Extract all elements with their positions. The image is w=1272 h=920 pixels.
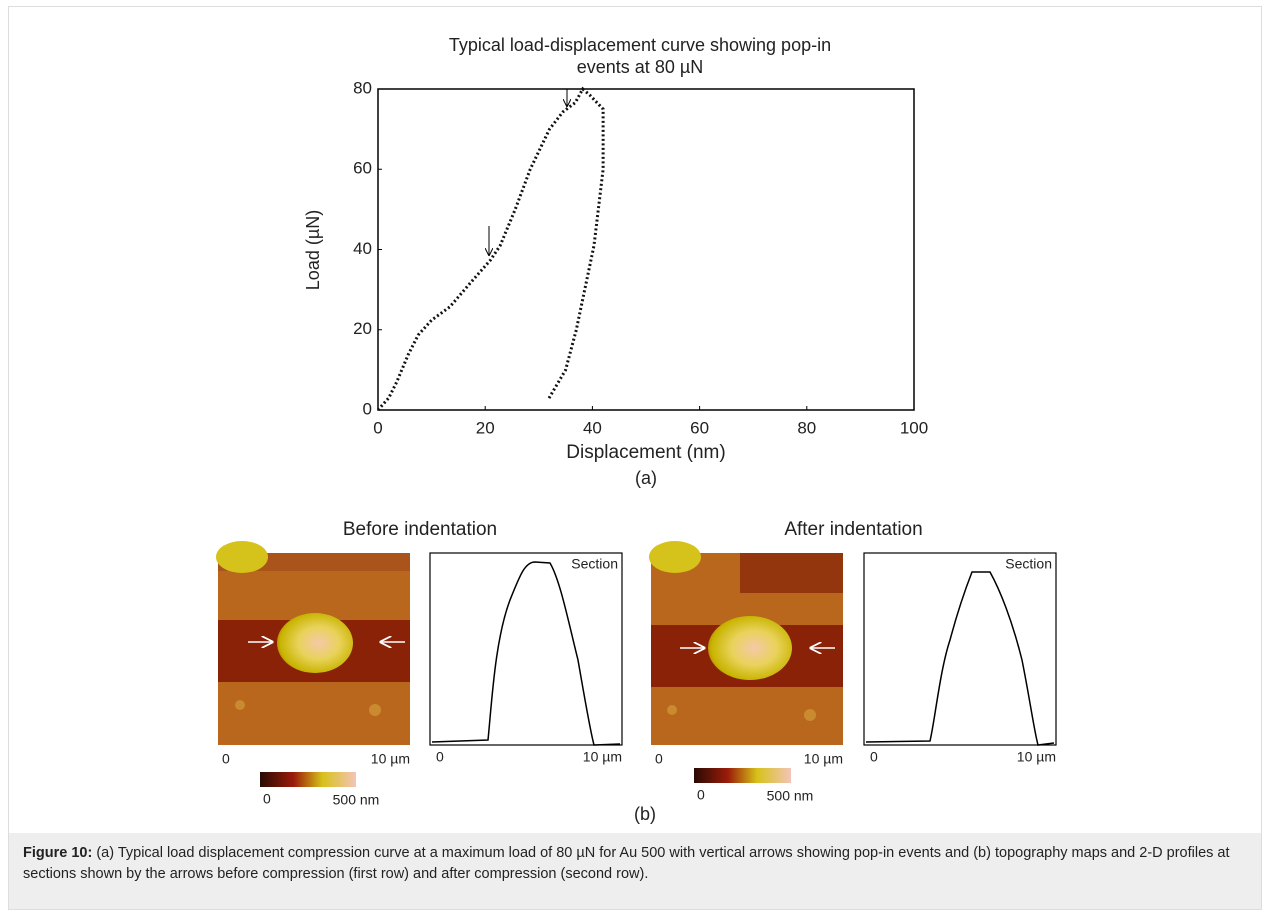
figure-frame (8, 6, 1262, 910)
scale-label: 0 (222, 751, 230, 767)
panel-label: (b) (634, 804, 656, 824)
colorbar-label: 0 (263, 791, 271, 807)
colorbar-label: 500 nm (333, 792, 380, 808)
section-label: Section (571, 556, 618, 572)
afm-map (216, 541, 410, 745)
y-tick-label: 0 (363, 399, 372, 418)
load-curve (376, 86, 605, 411)
x-tick-label: 0 (373, 418, 382, 437)
y-tick-label: 60 (353, 159, 372, 178)
plot-frame (377, 88, 915, 411)
scale-label: 0 (436, 749, 444, 765)
figure: Displacement (nm) Load (µN) (a) 0 20 40 60 8… (216, 78, 1057, 824)
colorbar-label: 0 (697, 787, 705, 803)
panel-title: Before indentation (343, 519, 497, 540)
scale-label: 10 µm (371, 751, 410, 767)
caption: Figure 10: (a) Typical load displacement… (9, 833, 1261, 909)
x-tick-label: 20 (476, 418, 495, 437)
afm-map (649, 541, 843, 745)
x-tick-label: 80 (797, 418, 816, 437)
scale-label: 0 (870, 749, 878, 765)
x-tick-label: 100 (900, 418, 928, 437)
scale-label: 10 µm (583, 749, 622, 765)
axis-title: Load (µN) (303, 210, 323, 290)
section-label: Section (1005, 556, 1052, 572)
scale-label: 10 µm (804, 751, 843, 767)
chart-title: Typical load-displacement curve showing … (448, 35, 832, 77)
scale-label: 10 µm (1017, 749, 1056, 765)
colorbar (694, 768, 791, 783)
y-tick-label: 40 (353, 239, 372, 258)
scale-label: 0 (655, 751, 663, 767)
y-tick-label: 20 (353, 319, 372, 338)
section-profile (429, 552, 623, 746)
panel-label: (a) (635, 468, 657, 488)
colorbar-label: 500 nm (767, 788, 814, 804)
x-tick-label: 60 (690, 418, 709, 437)
panel-title: After indentation (784, 519, 922, 540)
caption-text: (a) Typical load displacement compressio… (23, 845, 1230, 882)
colorbar (260, 772, 356, 787)
axis-title: Displacement (nm) (566, 442, 725, 463)
caption-label: Figure 10: (23, 845, 93, 861)
x-tick-label: 40 (583, 418, 602, 437)
y-tick-label: 80 (353, 78, 372, 97)
section-profile (863, 552, 1057, 746)
